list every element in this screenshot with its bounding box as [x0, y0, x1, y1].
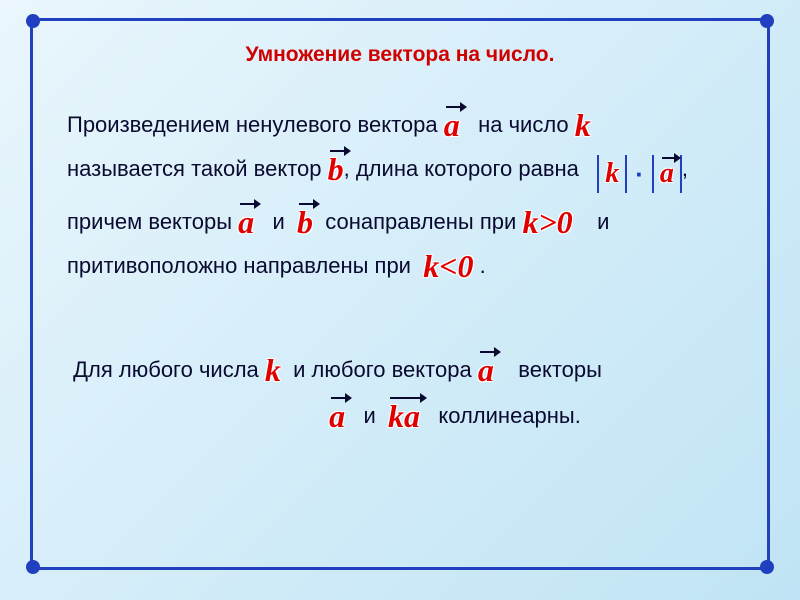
vector-b: b — [297, 206, 313, 238]
text: , — [682, 156, 688, 181]
scalar-k: k — [265, 354, 281, 386]
vector-b: b — [328, 153, 344, 185]
abs-k: k — [597, 155, 627, 193]
vector-a: a — [329, 400, 345, 432]
magnitude-product: k · a — [597, 148, 682, 200]
collinearity-paragraph: Для любого числа k и любого вектора a ве… — [67, 348, 733, 392]
vector-a: a — [660, 160, 674, 188]
collinearity-line: a и ka коллинеарны. — [67, 392, 733, 440]
text: , длина которого равна — [344, 156, 579, 181]
text: притивоположно направлены при — [67, 253, 411, 278]
text: коллинеарны. — [438, 403, 581, 428]
text: сонаправлены при — [325, 209, 516, 234]
text: . — [480, 253, 486, 278]
text: Для любого числа — [73, 357, 259, 382]
text: и — [273, 209, 285, 234]
abs-a: a — [652, 155, 682, 193]
vector-a: a — [444, 109, 460, 141]
definition-paragraph: Произведением ненулевого вектора a на чи… — [67, 103, 733, 288]
vector-a: a — [478, 354, 494, 386]
text: причем векторы — [67, 209, 232, 234]
slide-title: Умножение вектора на число. — [67, 43, 733, 67]
scalar-k: k — [575, 109, 591, 141]
text: и любого вектора — [293, 357, 472, 382]
condition-k-negative: k<0 — [423, 250, 473, 282]
slide-frame: Умножение вектора на число. Произведение… — [30, 18, 770, 570]
corner-dot — [760, 14, 774, 28]
vector-ka: ka — [388, 400, 420, 432]
condition-k-positive: k>0 — [522, 206, 572, 238]
corner-dot — [26, 14, 40, 28]
text: называется такой вектор — [67, 156, 322, 181]
vector-a: a — [238, 206, 254, 238]
scalar-k: k — [605, 160, 619, 188]
text: векторы — [518, 357, 602, 382]
text: и — [363, 403, 375, 428]
text: Произведением ненулевого вектора — [67, 112, 438, 137]
dot-operator: · — [631, 148, 648, 200]
text: на число — [478, 112, 569, 137]
corner-dot — [760, 560, 774, 574]
corner-dot — [26, 560, 40, 574]
text: и — [597, 209, 609, 234]
